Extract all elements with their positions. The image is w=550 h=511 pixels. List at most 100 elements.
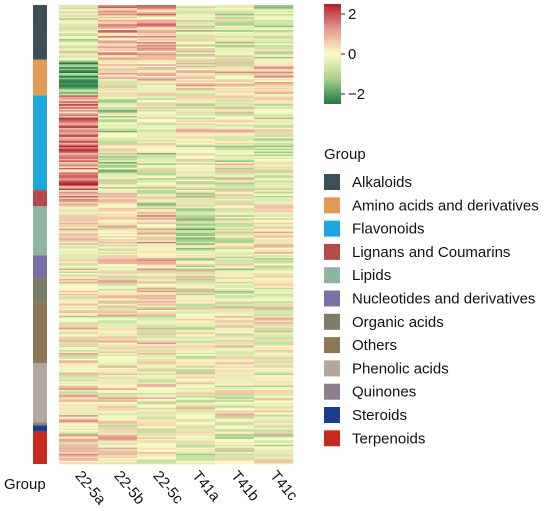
heatmap-cell: [98, 142, 138, 145]
heatmap-cell: [254, 154, 294, 157]
heatmap-cell: [98, 129, 138, 132]
heatmap-cell: [98, 231, 138, 234]
heatmap-cell: [215, 104, 255, 106]
heatmap-cell: [176, 308, 216, 311]
heatmap-cell: [98, 50, 138, 53]
heatmap-cell: [98, 40, 138, 43]
heatmap-cell: [59, 298, 99, 300]
heatmap-cell: [98, 378, 138, 380]
heatmap-cell: [137, 329, 177, 332]
heatmap-cell: [137, 243, 177, 246]
heatmap-cell: [215, 187, 255, 189]
heatmap-cell: [137, 432, 177, 435]
heatmap-cell: [59, 392, 99, 395]
heatmap-cell: [254, 191, 294, 194]
heatmap-cell: [215, 449, 255, 451]
heatmap-cell: [98, 404, 138, 407]
heatmap-cell: [215, 185, 255, 188]
legend-swatch: [324, 197, 340, 214]
heatmap-cell: [98, 370, 138, 373]
heatmap-cell: [98, 79, 138, 81]
heatmap-cell: [176, 19, 216, 22]
heatmap-cell: [176, 235, 216, 238]
heatmap-cell: [254, 138, 294, 141]
heatmap-cell: [98, 113, 138, 115]
heatmap-cell: [137, 222, 177, 225]
heatmap-cell: [98, 9, 138, 12]
heatmap-cell: [176, 432, 216, 435]
heatmap-cell: [59, 178, 99, 181]
heatmap-cell: [137, 13, 177, 16]
heatmap-cell: [215, 181, 255, 183]
heatmap-cell: [137, 6, 177, 9]
legend-label: Organic acids: [352, 314, 444, 331]
heatmap-cell: [137, 182, 177, 185]
heatmap-cell: [254, 384, 294, 386]
heatmap-cell: [98, 49, 138, 52]
heatmap-cell: [98, 10, 138, 13]
heatmap-cell: [137, 55, 177, 58]
heatmap-cell: [59, 342, 99, 345]
heatmap-cell: [137, 361, 177, 364]
heatmap-cell: [176, 105, 216, 108]
heatmap-cell: [98, 111, 138, 114]
heatmap-cell: [254, 135, 294, 138]
heatmap-cell: [137, 446, 177, 449]
heatmap-cell: [215, 98, 255, 101]
heatmap-cell: [59, 27, 99, 29]
heatmap-cell: [176, 139, 216, 142]
heatmap-cell: [98, 444, 138, 447]
heatmap-cell: [254, 212, 294, 215]
heatmap-cell: [176, 320, 216, 323]
heatmap-cell: [215, 338, 255, 340]
heatmap-cell: [215, 287, 255, 290]
heatmap-cell: [176, 250, 216, 253]
heatmap-cell: [137, 221, 177, 223]
heatmap-cell: [215, 133, 255, 136]
heatmap-cell: [215, 176, 255, 179]
heatmap-cell: [137, 290, 177, 293]
legend-swatch: [324, 383, 340, 400]
heatmap-cell: [98, 70, 138, 72]
heatmap-cell: [98, 158, 138, 161]
heatmap-cell: [59, 431, 99, 434]
heatmap-cell: [176, 184, 216, 186]
heatmap-cell: [176, 50, 216, 53]
heatmap-cell: [176, 219, 216, 222]
heatmap-cell: [98, 305, 138, 308]
heatmap-cell: [59, 39, 99, 41]
heatmap-cell: [137, 301, 177, 303]
heatmap-cell: [137, 190, 177, 192]
heatmap-cell: [59, 61, 99, 64]
heatmap-cell: [59, 62, 99, 65]
heatmap-cell: [176, 293, 216, 296]
heatmap-cell: [98, 426, 138, 429]
heatmap-cell: [137, 372, 177, 374]
heatmap-cell: [254, 58, 294, 61]
heatmap-cell: [176, 382, 216, 385]
heatmap-cell: [176, 339, 216, 342]
heatmap-cell: [98, 123, 138, 126]
heatmap-cell: [254, 312, 294, 315]
heatmap-cell: [215, 440, 255, 443]
heatmap-cell: [137, 450, 177, 453]
heatmap-cell: [98, 132, 138, 135]
heatmap-cell: [254, 185, 294, 188]
heatmap-cell: [59, 22, 99, 25]
heatmap-cell: [254, 77, 294, 80]
heatmap-cell: [254, 369, 294, 372]
heatmap-cell: [215, 219, 255, 222]
heatmap-cell: [254, 113, 294, 115]
heatmap-cell: [137, 424, 177, 426]
heatmap-cell: [215, 87, 255, 90]
heatmap-cell: [254, 424, 294, 426]
heatmap-cell: [254, 105, 294, 108]
heatmap-cell: [176, 426, 216, 429]
heatmap-cell: [98, 241, 138, 244]
heatmap-cell: [137, 320, 177, 323]
heatmap-cell: [98, 141, 138, 143]
heatmap-cell: [98, 213, 138, 216]
heatmap-cell: [215, 13, 255, 16]
heatmap-cell: [176, 246, 216, 249]
heatmap-cell: [176, 116, 216, 118]
